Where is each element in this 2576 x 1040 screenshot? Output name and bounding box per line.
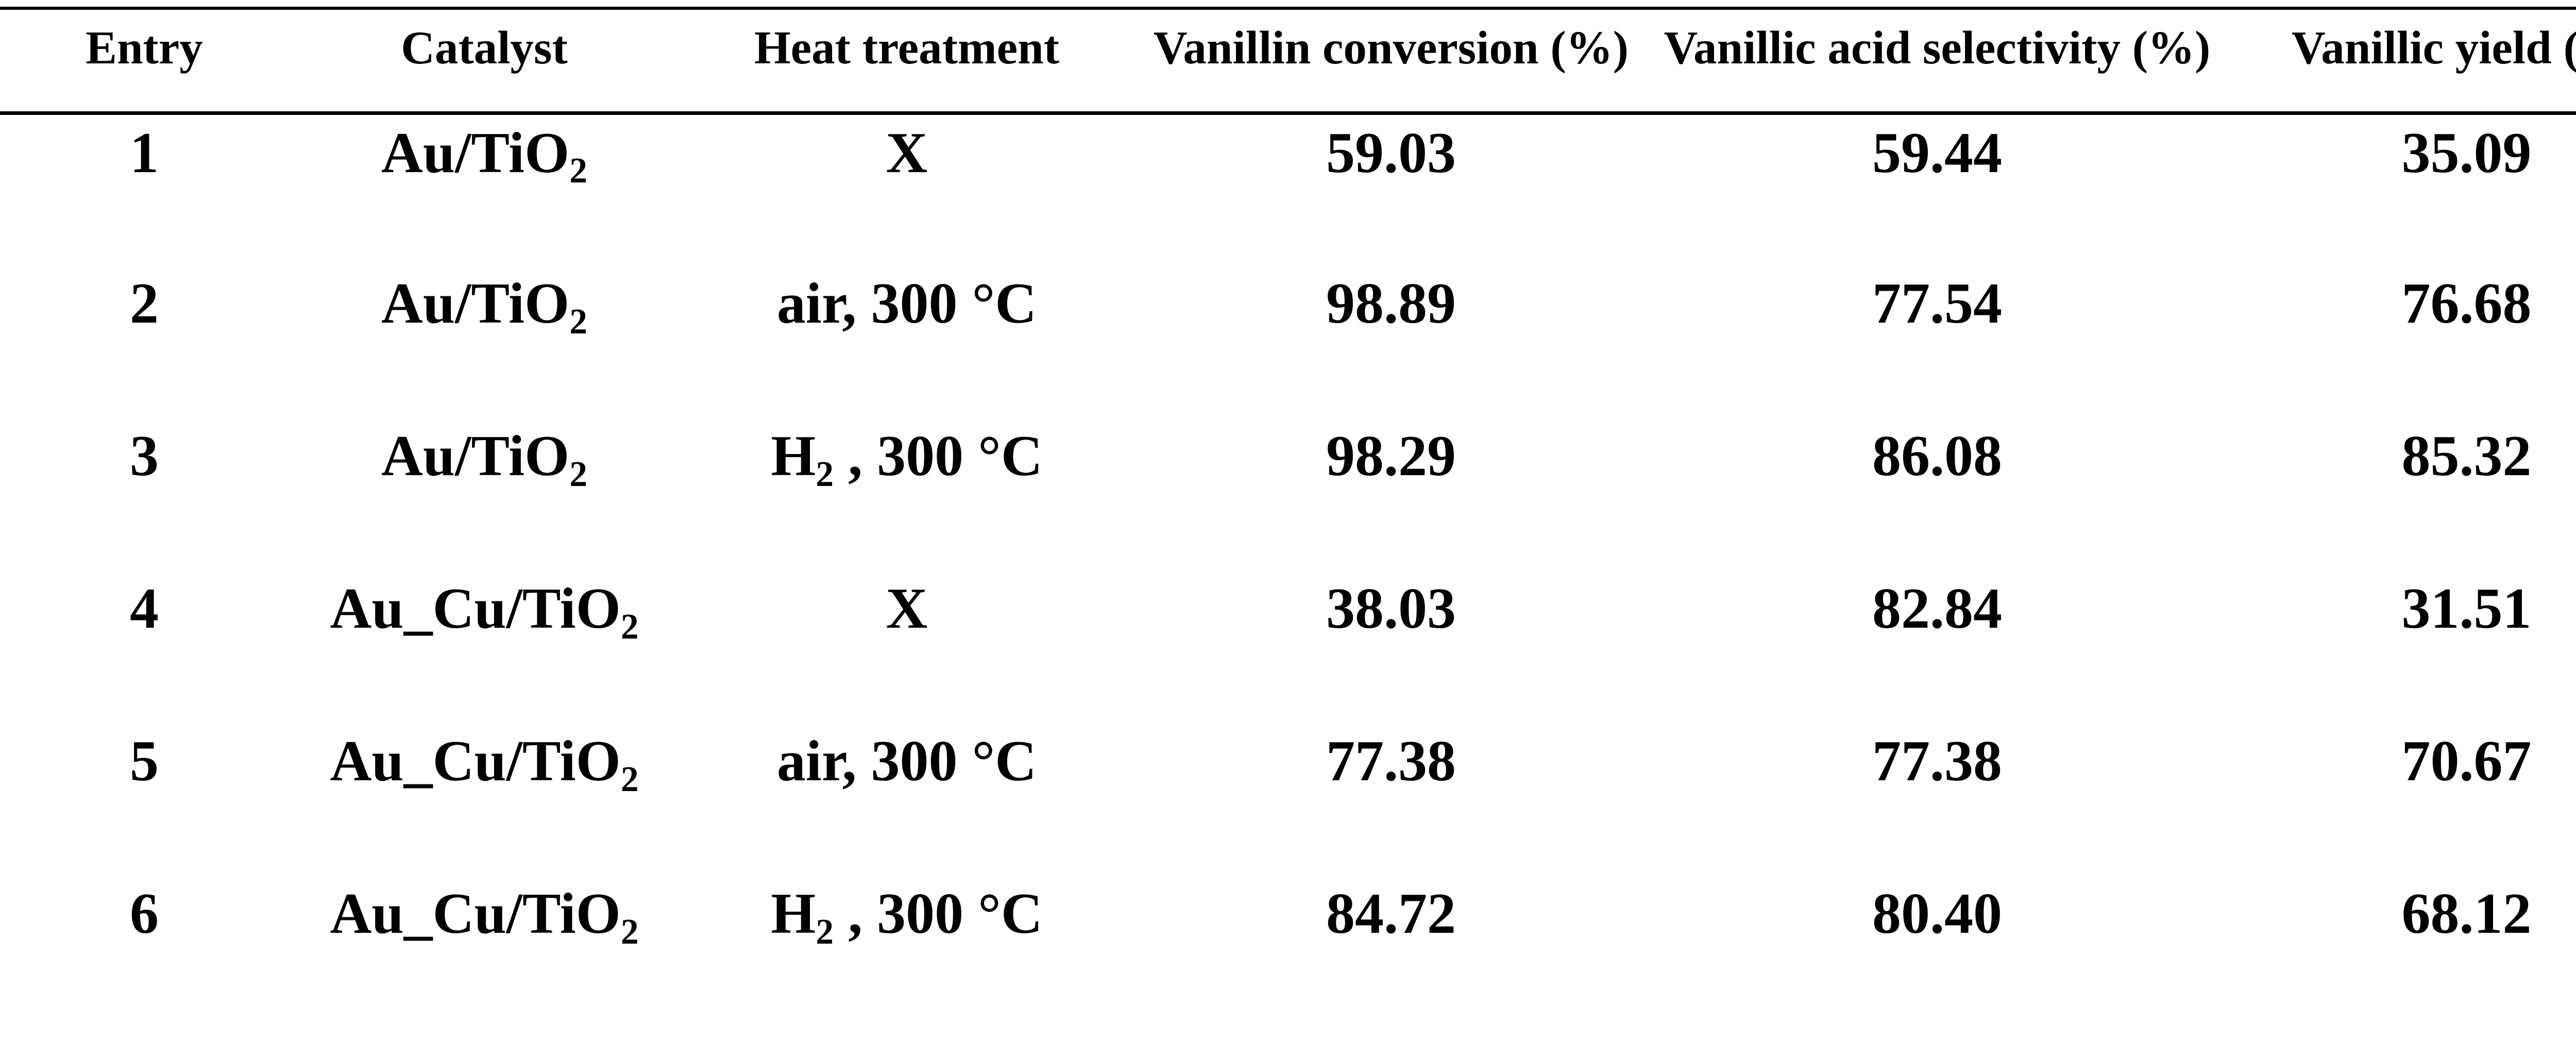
cell-catalyst: Au_Cu/TiO2 xyxy=(289,723,680,876)
heat-treatment-text: air, 300 °C xyxy=(777,272,1037,336)
cell-catalyst: Au/TiO2 xyxy=(289,113,680,265)
cell-entry: 2 xyxy=(130,272,159,336)
column-header-vanillin-conversion: Vanillin conversion (%) xyxy=(1133,8,1649,115)
cell-entry: 3 xyxy=(130,424,159,488)
table-row: 5 Au_Cu/TiO2 air, 300 °C 77.38 77.38 70.… xyxy=(0,723,2576,876)
table-row: 2 Au/TiO2 air, 300 °C 98.89 77.54 76.68 xyxy=(0,265,2576,418)
catalyst-formula: Au_Cu/TiO2 xyxy=(330,577,638,645)
subscript: 2 xyxy=(620,607,639,647)
results-table: Entry Catalyst Heat treatment Vanillin c… xyxy=(0,7,2576,1028)
cell-catalyst: Au/TiO2 xyxy=(289,265,680,418)
heat-pre: H xyxy=(771,882,816,946)
cell-conversion: 98.89 xyxy=(1326,272,1456,336)
catalyst-formula: Au_Cu/TiO2 xyxy=(330,882,638,950)
catalyst-formula: Au/TiO2 xyxy=(381,121,587,189)
heat-treatment-text: X xyxy=(886,577,928,641)
cell-entry: 4 xyxy=(130,577,159,641)
header-row: Entry Catalyst Heat treatment Vanillin c… xyxy=(0,8,2576,115)
subscript: 2 xyxy=(620,912,639,952)
heat-treatment-text: X xyxy=(886,121,928,185)
heat-treatment-text: H2 , 300 °C xyxy=(771,424,1043,492)
cell-heat-treatment: X xyxy=(680,113,1133,265)
cell-selectivity: 77.54 xyxy=(1872,272,2002,336)
catalyst-formula: Au_Cu/TiO2 xyxy=(330,729,638,797)
formula-base: Au/TiO xyxy=(381,272,570,336)
heat-pre: air, 300 °C xyxy=(776,272,1037,336)
heat-pre: X xyxy=(886,577,928,641)
cell-yield: 68.12 xyxy=(2401,882,2532,946)
formula-base: Au_Cu/TiO xyxy=(330,729,621,793)
heat-pre: air, 300 °C xyxy=(776,729,1037,793)
cell-selectivity: 82.84 xyxy=(1872,577,2002,641)
cell-entry: 1 xyxy=(130,121,159,185)
cell-selectivity: 59.44 xyxy=(1872,121,2002,185)
cell-yield: 85.32 xyxy=(2401,424,2532,488)
table-row: 4 Au_Cu/TiO2 X 38.03 82.84 31.51 xyxy=(0,571,2576,723)
cell-catalyst: Au_Cu/TiO2 xyxy=(289,571,680,723)
subscript: 2 xyxy=(569,454,587,494)
cell-selectivity: 80.40 xyxy=(1872,882,2002,946)
subscript: 2 xyxy=(569,301,587,342)
table-row: 6 Au_Cu/TiO2 H2 , 300 °C 84.72 80.40 68.… xyxy=(0,876,2576,1028)
table-row: 1 Au/TiO2 X 59.03 59.44 35.09 xyxy=(0,113,2576,265)
catalyst-formula: Au/TiO2 xyxy=(381,272,587,340)
cell-yield: 76.68 xyxy=(2401,272,2532,336)
cell-conversion: 38.03 xyxy=(1326,577,1456,641)
column-header-heat-treatment: Heat treatment xyxy=(680,8,1133,115)
cell-conversion: 59.03 xyxy=(1326,121,1456,185)
column-header-vanillic-acid-selectivity: Vanillic acid selectivity (%) xyxy=(1649,8,2226,115)
cell-catalyst: Au/TiO2 xyxy=(289,418,680,571)
formula-base: Au/TiO xyxy=(381,121,570,185)
heat-pre: H xyxy=(771,424,816,488)
heat-post: , 300 °C xyxy=(834,424,1043,488)
cell-heat-treatment: air, 300 °C xyxy=(680,265,1133,418)
column-header-vanillic-yield: Vanillic yield (%) xyxy=(2226,8,2576,115)
subscript: 2 xyxy=(569,151,587,191)
table-header: Entry Catalyst Heat treatment Vanillin c… xyxy=(0,8,2576,115)
catalyst-formula: Au/TiO2 xyxy=(381,424,587,492)
cell-catalyst: Au_Cu/TiO2 xyxy=(289,876,680,1028)
formula-base: Au_Cu/TiO xyxy=(330,577,621,641)
heat-post: , 300 °C xyxy=(834,882,1043,946)
cell-heat-treatment: H2 , 300 °C xyxy=(680,876,1133,1028)
table-body: 1 Au/TiO2 X 59.03 59.44 35.09 2 Au/TiO2 … xyxy=(0,113,2576,1028)
cell-entry: 6 xyxy=(130,882,159,946)
cell-yield: 31.51 xyxy=(2401,577,2532,641)
column-header-entry: Entry xyxy=(0,8,289,115)
cell-conversion: 77.38 xyxy=(1326,729,1456,793)
heat-treatment-text: air, 300 °C xyxy=(777,729,1037,793)
heat-treatment-text: H2 , 300 °C xyxy=(771,882,1043,950)
subscript: 2 xyxy=(620,759,639,799)
cell-conversion: 98.29 xyxy=(1326,424,1456,488)
subscript: 2 xyxy=(816,454,834,494)
cell-selectivity: 86.08 xyxy=(1872,424,2002,488)
cell-selectivity: 77.38 xyxy=(1872,729,2002,793)
cell-yield: 70.67 xyxy=(2401,729,2532,793)
cell-heat-treatment: X xyxy=(680,571,1133,723)
column-header-catalyst: Catalyst xyxy=(289,8,680,115)
heat-pre: X xyxy=(886,121,928,185)
formula-base: Au_Cu/TiO xyxy=(330,882,621,946)
cell-yield: 35.09 xyxy=(2401,121,2532,185)
table-row: 3 Au/TiO2 H2 , 300 °C 98.29 86.08 85.32 xyxy=(0,418,2576,571)
cell-conversion: 84.72 xyxy=(1326,882,1456,946)
cell-entry: 5 xyxy=(130,729,159,793)
cell-heat-treatment: H2 , 300 °C xyxy=(680,418,1133,571)
subscript: 2 xyxy=(816,912,834,952)
cell-heat-treatment: air, 300 °C xyxy=(680,723,1133,876)
formula-base: Au/TiO xyxy=(381,424,570,488)
